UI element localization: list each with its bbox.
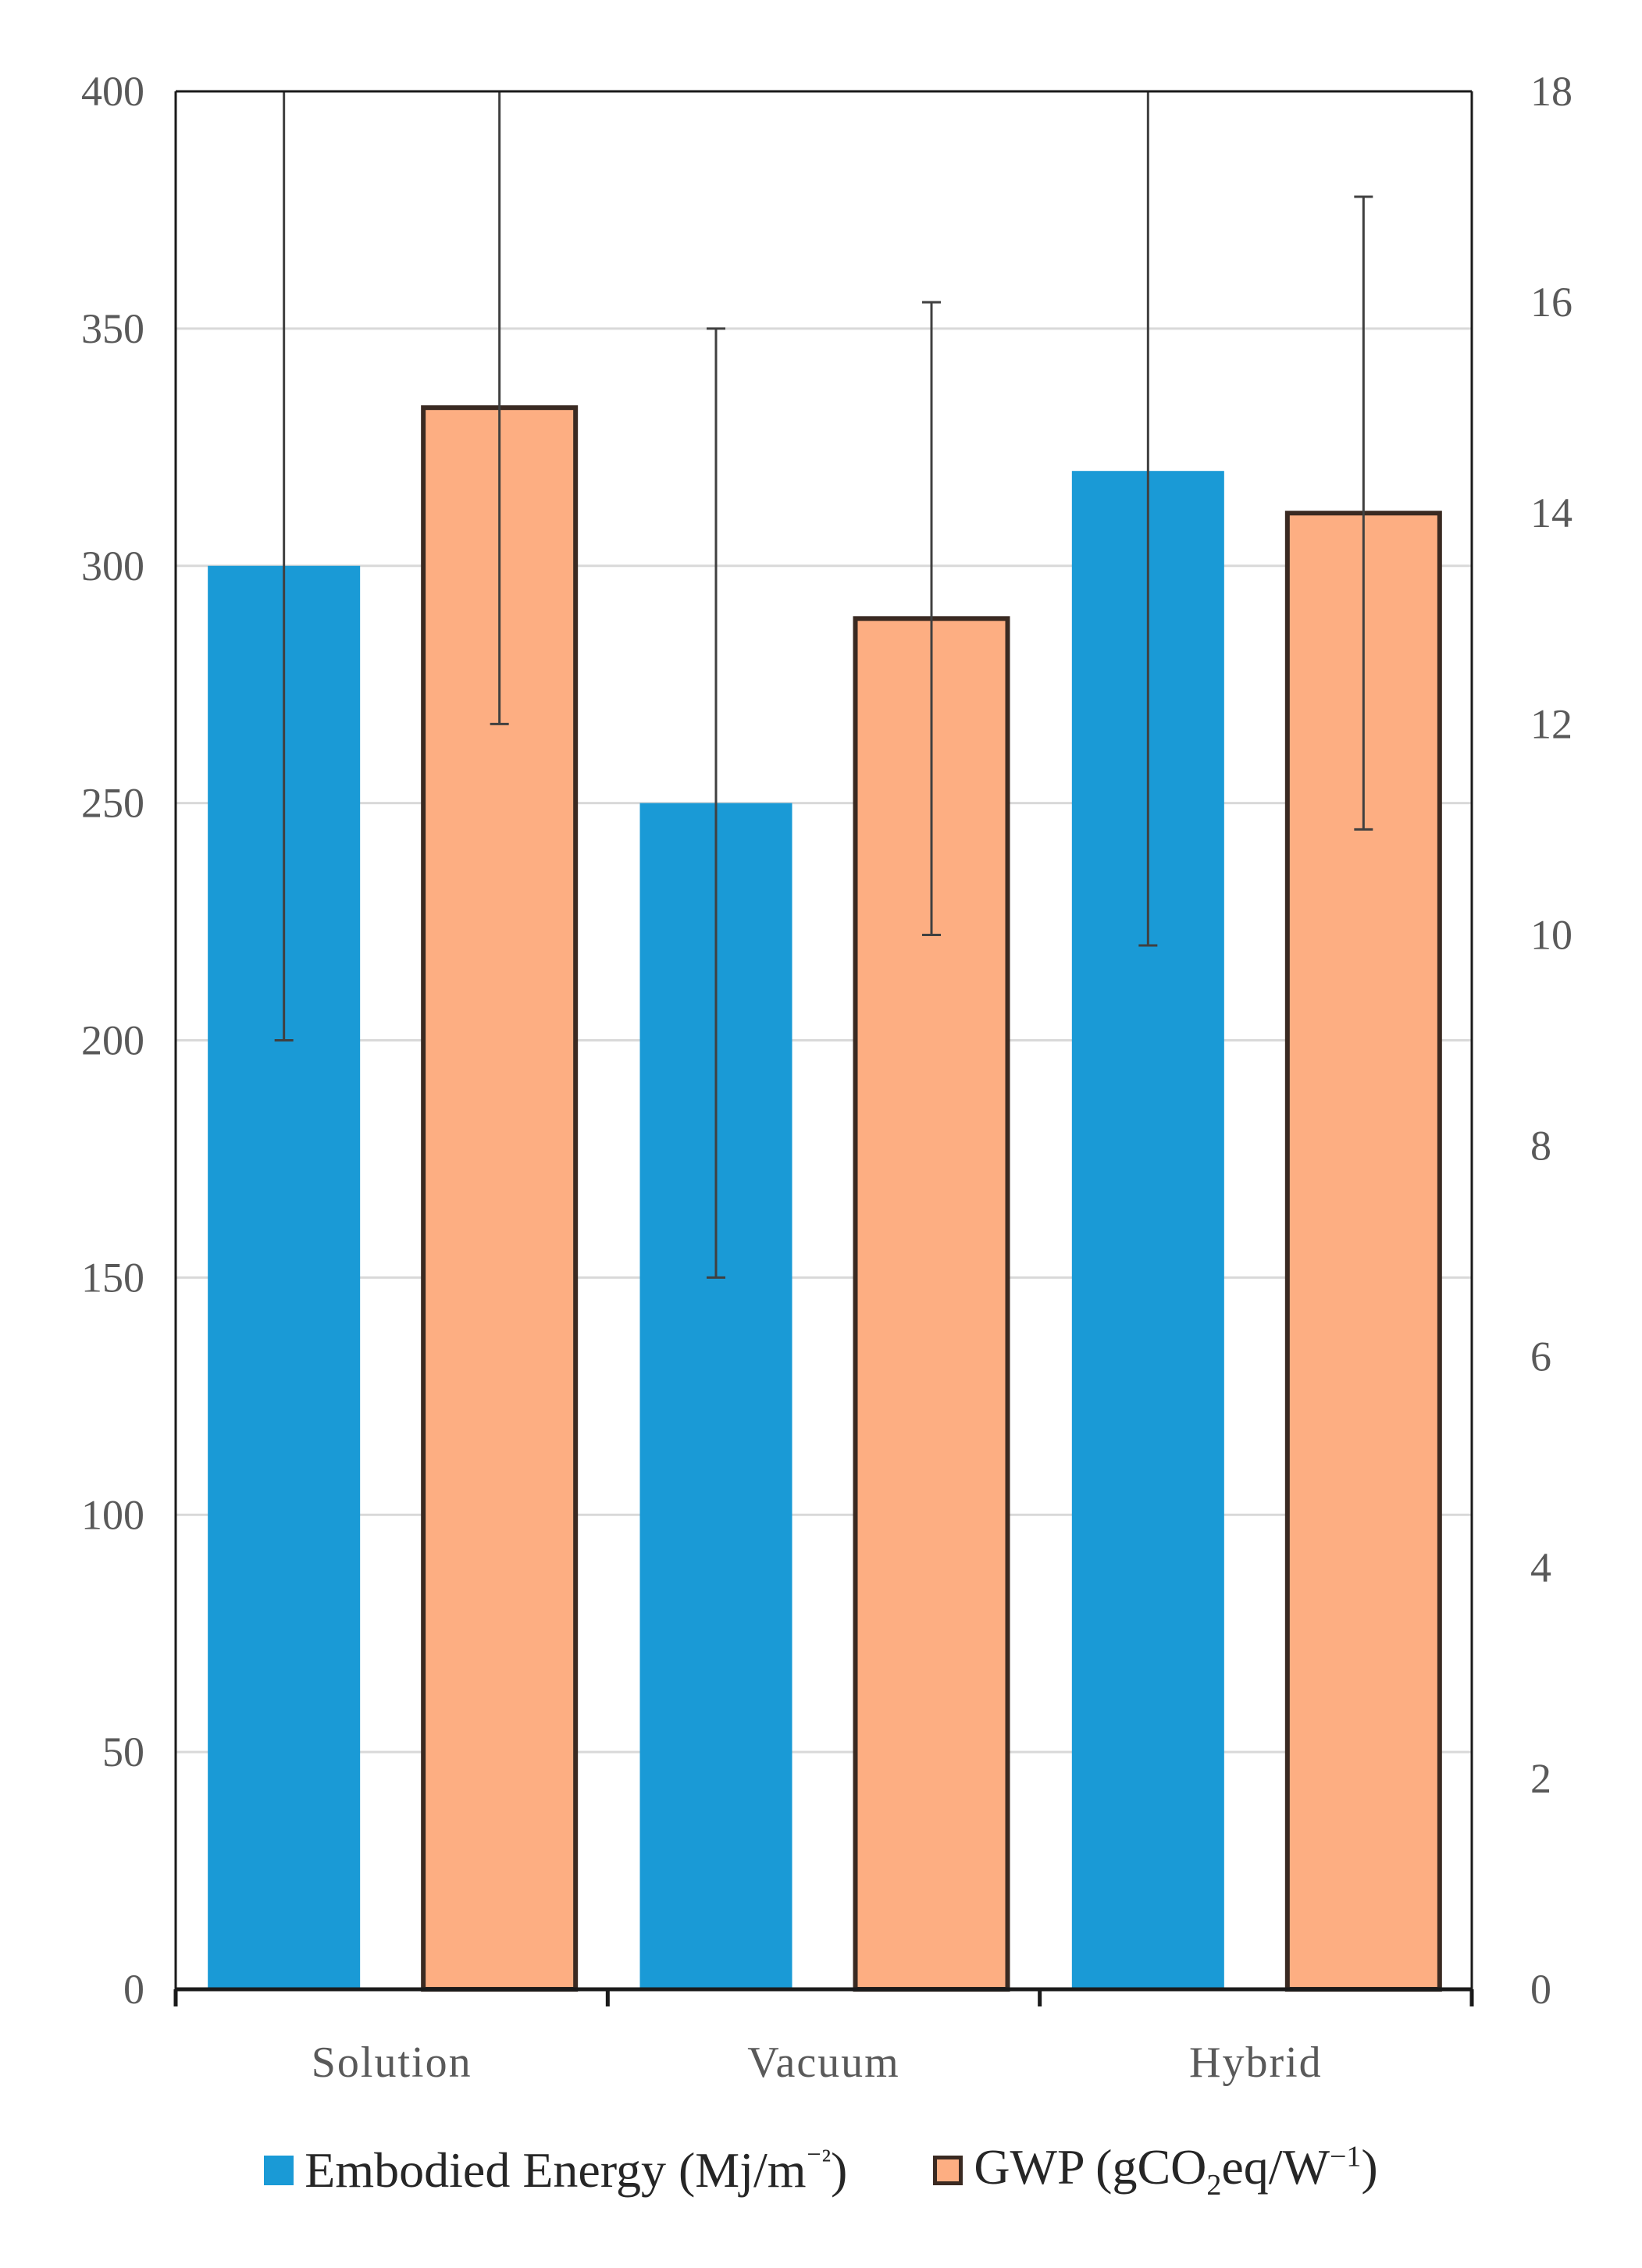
y-left-tick-label: 0 — [123, 1966, 144, 2013]
bars — [208, 405, 1442, 1992]
y-right-tick-label: 10 — [1530, 911, 1573, 958]
legend: Embodied Energy (Mj/m⁻²) GWP (gCO2eq/W−1… — [0, 2124, 1642, 2217]
y-right-tick-label: 18 — [1530, 68, 1573, 115]
error-bars — [274, 91, 1373, 1279]
gridlines — [176, 90, 1472, 1754]
y-right-tick-label: 16 — [1530, 279, 1573, 326]
legend-swatch-embodied-energy — [264, 2156, 294, 2185]
y-left-tick-label: 200 — [81, 1017, 144, 1064]
y-right-tick-label: 4 — [1530, 1544, 1551, 1591]
legend-label-embodied-energy: Embodied Energy (Mj/m⁻²) — [305, 2142, 848, 2198]
y-right-tick-label: 14 — [1530, 490, 1573, 536]
tick-labels: 0 50 100 150 200 250 300 350 400 0 2 4 6 8 10 12 14 16 18 S… — [81, 68, 1573, 2087]
y-right-tick-label: 8 — [1530, 1123, 1551, 1170]
legend-swatch-gwp — [933, 2155, 963, 2185]
legend-item-embodied-energy: Embodied Energy (Mj/m⁻²) — [264, 2142, 847, 2199]
y-left-tick-label: 150 — [81, 1254, 144, 1301]
y-left-tick-label: 300 — [81, 543, 144, 589]
y-left-tick-label: 350 — [81, 305, 144, 352]
legend-label-gwp: GWP (gCO2eq/W−1) — [974, 2139, 1378, 2202]
y-left-tick-label: 250 — [81, 780, 144, 827]
axes — [173, 90, 1474, 2006]
y-left-tick-label: 400 — [81, 68, 144, 115]
legend-item-gwp: GWP (gCO2eq/W−1) — [933, 2138, 1378, 2202]
y-right-tick-label: 12 — [1530, 700, 1573, 747]
x-tick-label: Hybrid — [1189, 2038, 1323, 2087]
x-tick-label: Solution — [312, 2038, 472, 2087]
y-right-tick-label: 2 — [1530, 1755, 1551, 1802]
y-left-tick-label: 100 — [81, 1491, 144, 1538]
y-left-tick-label: 50 — [102, 1729, 144, 1775]
y-right-tick-label: 0 — [1530, 1966, 1551, 2013]
x-tick-label: Vacuum — [747, 2038, 900, 2087]
y-right-tick-label: 6 — [1530, 1333, 1551, 1380]
